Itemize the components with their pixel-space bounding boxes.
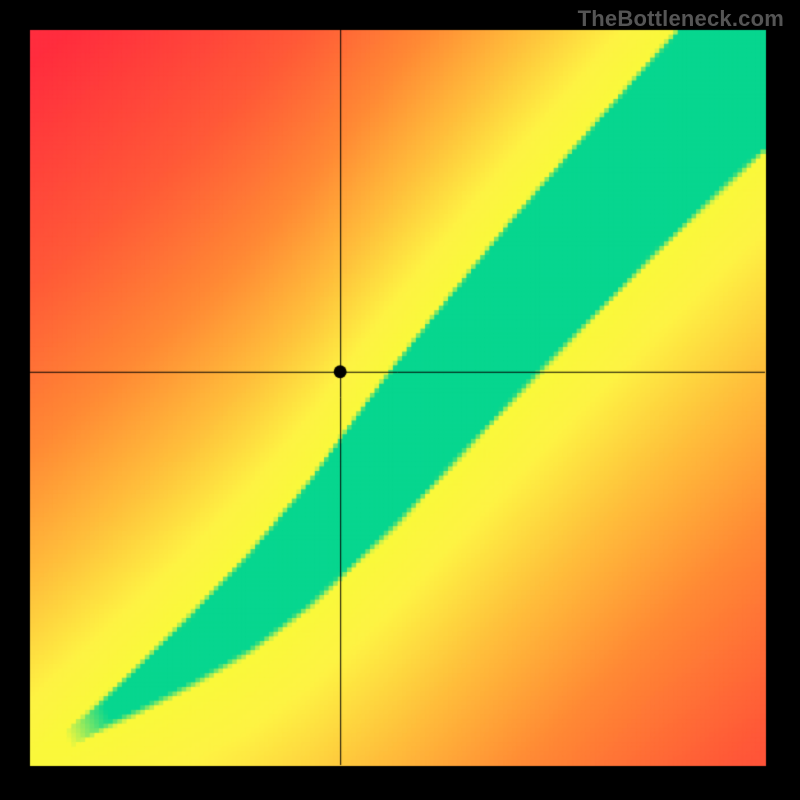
bottleneck-heatmap-canvas xyxy=(0,0,800,800)
watermark-text: TheBottleneck.com xyxy=(578,6,784,32)
chart-container: TheBottleneck.com xyxy=(0,0,800,800)
